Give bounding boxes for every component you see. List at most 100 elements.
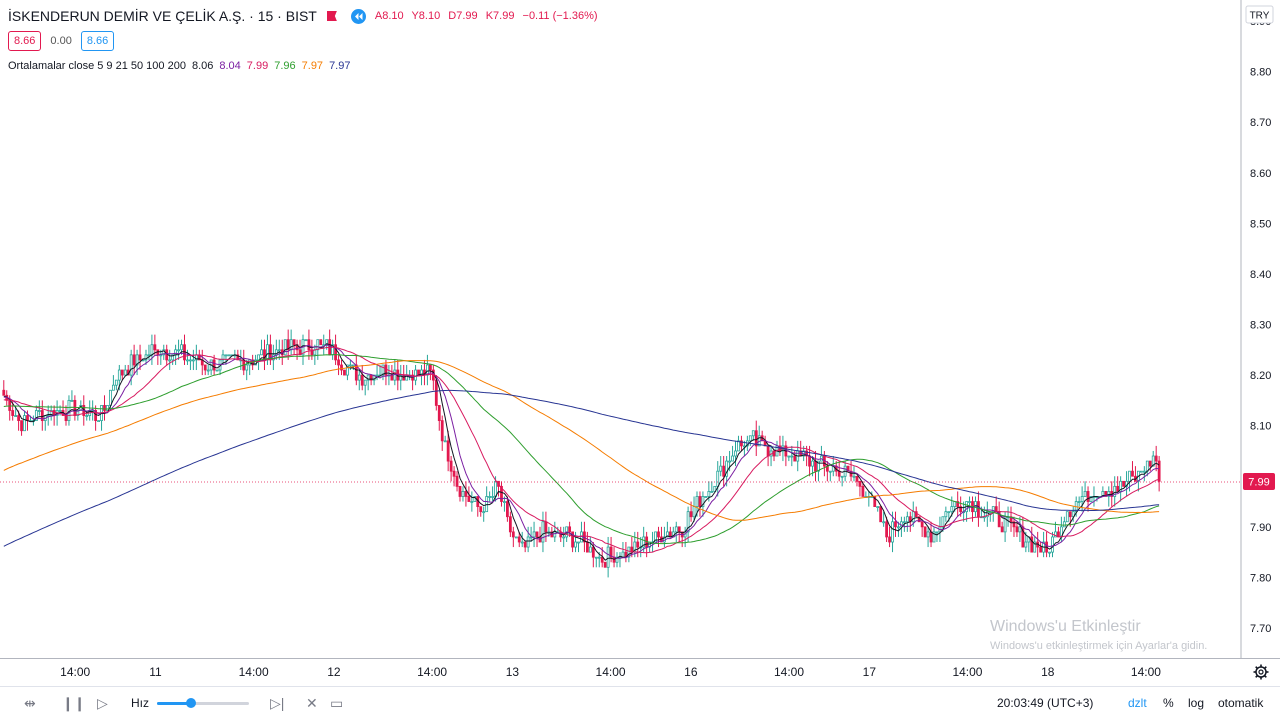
candle-body: [594, 556, 598, 559]
candle: [292, 339, 296, 355]
calendar-icon[interactable]: ▭: [330, 695, 344, 711]
candle: [740, 435, 743, 451]
candle-body: [897, 526, 900, 529]
candle: [70, 390, 74, 402]
auto-scale-toggle[interactable]: otomatik: [1218, 696, 1264, 710]
candle: [923, 526, 927, 538]
candle-body: [977, 501, 980, 518]
candle-body: [731, 455, 734, 462]
candle-body: [348, 364, 352, 367]
candle: [1015, 521, 1019, 537]
sell-price-button[interactable]: 8.66: [8, 31, 42, 51]
candle: [698, 491, 702, 517]
candle: [443, 435, 447, 443]
candle: [719, 456, 723, 477]
candle: [245, 359, 249, 381]
currency-badge[interactable]: TRY: [1245, 5, 1274, 24]
time-tick-label: 14:00: [1131, 665, 1161, 679]
candle-body: [553, 531, 557, 538]
candle-body: [520, 541, 524, 544]
candle-body: [1015, 526, 1019, 533]
flag-icon[interactable]: [326, 11, 337, 21]
percent-toggle[interactable]: %: [1163, 696, 1174, 710]
candle-body: [541, 521, 545, 543]
candle: [500, 481, 503, 507]
candle: [369, 374, 373, 386]
bar-select-icon[interactable]: ⇹: [24, 695, 36, 711]
candle: [153, 334, 157, 355]
candle-body: [707, 491, 711, 497]
indicator-title[interactable]: Ortalamalar close 5 9 21 50 100 200: [8, 60, 186, 72]
ohlc-values: A8.10 Y8.10 D7.99 K7.99 −0.11 (−1.36%): [375, 10, 603, 22]
candle: [1131, 461, 1134, 477]
candle-body: [793, 455, 797, 462]
candle-body: [70, 399, 74, 402]
candle-body: [902, 521, 906, 524]
price-chart[interactable]: 8.908.808.708.608.508.408.308.208.108.00…: [0, 0, 1280, 686]
speed-slider-fill: [157, 702, 192, 705]
candle-body: [245, 364, 249, 371]
candle-body: [808, 455, 811, 467]
candle: [985, 501, 989, 527]
candle: [304, 339, 308, 342]
candle: [307, 329, 311, 360]
candle: [351, 364, 355, 371]
candle-body: [716, 470, 720, 487]
buy-price-button[interactable]: 8.66: [80, 31, 115, 51]
candle-body: [846, 465, 850, 472]
candle-body: [544, 521, 548, 533]
candle: [968, 496, 971, 512]
candle-body: [814, 460, 817, 472]
candle-body: [310, 349, 314, 356]
play-icon[interactable]: ▷: [97, 695, 108, 711]
candle: [437, 405, 441, 431]
price-tick-label: 7.90: [1250, 522, 1271, 534]
candle: [455, 471, 459, 492]
time-tick-label: 14:00: [60, 665, 90, 679]
candle: [286, 329, 290, 360]
candle-body: [174, 349, 178, 356]
candle-body: [657, 531, 660, 538]
candle: [1048, 551, 1051, 558]
speed-label: Hız: [131, 696, 149, 710]
ma-line-ma21: [3, 346, 1160, 554]
last-price-tag: 7.99: [1243, 473, 1275, 490]
candle-body: [514, 536, 518, 539]
candle-body: [153, 344, 157, 351]
time-axis[interactable]: 14:00 11 14:00 12 14:00 13 14:00 16 14:00 17 14:00…: [60, 665, 1161, 679]
speed-slider[interactable]: [157, 698, 249, 708]
log-toggle[interactable]: log: [1188, 696, 1205, 710]
candle-body: [935, 531, 939, 534]
candle-body: [257, 354, 260, 361]
pause-icon[interactable]: ❙❙: [62, 695, 86, 711]
candle: [316, 339, 320, 360]
price-tick-label: 8.80: [1250, 67, 1271, 79]
candle: [203, 364, 207, 376]
symbol-legend[interactable]: İSKENDERUN DEMİR VE ÇELİK A.Ş. · 15 · BI…: [8, 8, 603, 24]
candle: [1148, 460, 1152, 472]
candle-body: [1089, 496, 1093, 502]
candle-body: [64, 415, 68, 422]
candle: [488, 491, 492, 502]
candle-body: [23, 415, 26, 432]
time-tick-label: 14:00: [774, 665, 804, 679]
candle-body: [97, 420, 100, 423]
adjust-toggle[interactable]: dzlt: [1128, 696, 1147, 710]
indicator-legend[interactable]: Ortalamalar close 5 9 21 50 100 200 8.06…: [8, 60, 350, 72]
close-icon[interactable]: ✕: [306, 695, 318, 711]
price-axis[interactable]: 8.908.808.708.608.508.408.308.208.108.00…: [1250, 16, 1271, 635]
speed-slider-handle[interactable]: [186, 698, 197, 708]
candle: [263, 339, 266, 371]
candle-body: [719, 465, 723, 472]
clock-readout[interactable]: 20:03:49 (UTC+3): [997, 696, 1094, 710]
replay-icon[interactable]: [350, 8, 366, 24]
candle-body: [366, 374, 370, 381]
candle-body: [417, 369, 420, 376]
candle: [1157, 456, 1161, 492]
candle-body: [129, 354, 133, 376]
candle: [189, 354, 192, 371]
symbol-title[interactable]: İSKENDERUN DEMİR VE ÇELİK A.Ş. · 15 · BI…: [8, 8, 317, 24]
step-forward-icon[interactable]: ▷|: [270, 695, 285, 711]
candle-body: [76, 410, 80, 416]
settings-gear-icon[interactable]: [1253, 664, 1269, 680]
